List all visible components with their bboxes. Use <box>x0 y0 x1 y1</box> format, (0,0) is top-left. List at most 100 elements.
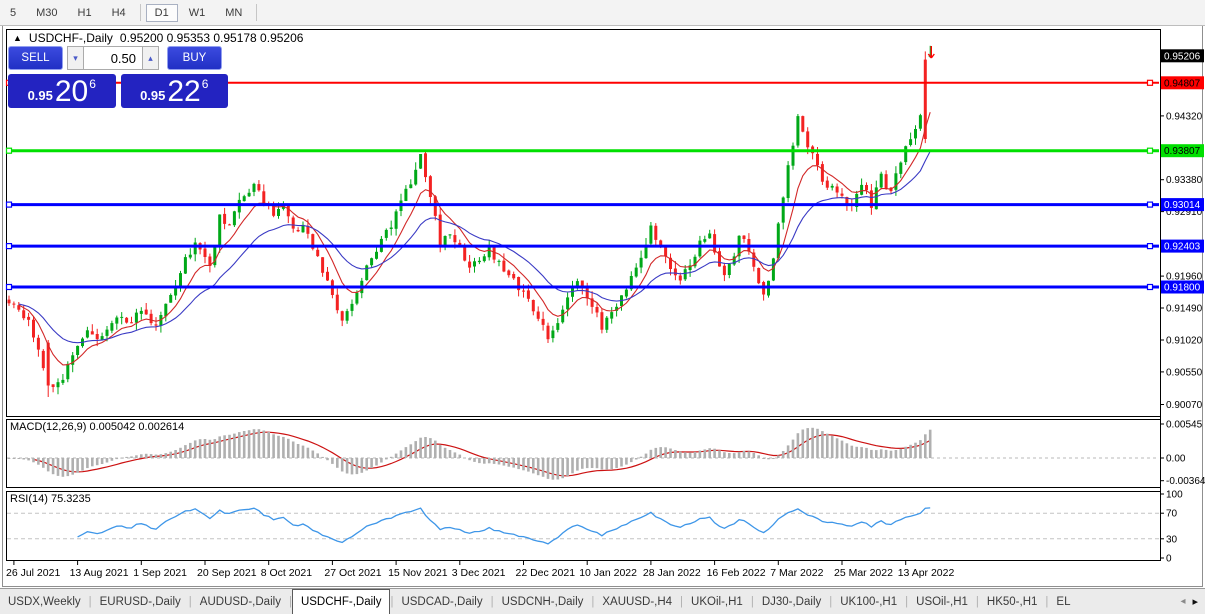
timeframe-m30-button[interactable]: M30 <box>36 6 58 19</box>
buy-price-display: 0.95 22 6 <box>120 74 228 108</box>
svg-text:0.93807: 0.93807 <box>1164 146 1201 157</box>
tab-xauusd-h4[interactable]: XAUUSD-,H4 <box>602 595 673 608</box>
tab-separator: | <box>591 595 595 608</box>
svg-text:0.90550: 0.90550 <box>1166 367 1203 378</box>
support-line-blue-3-handle[interactable] <box>5 283 13 291</box>
toolbar-separator <box>139 4 141 21</box>
svg-text:0.93380: 0.93380 <box>1166 175 1203 186</box>
ma-slow-line <box>18 150 931 344</box>
symbol-tabs: USDX,Weekly | EURUSD-,Daily | AUDUSD-,Daily |… <box>0 589 1173 614</box>
timeframe-d1-button[interactable]: D1 <box>145 3 178 22</box>
volume-increase-button[interactable]: ▴ <box>142 46 159 70</box>
support-line-green-handle[interactable] <box>1146 147 1154 154</box>
support-line-blue-2-handle[interactable] <box>5 243 13 250</box>
svg-text:70: 70 <box>1166 509 1178 520</box>
volume-input[interactable] <box>84 46 142 70</box>
svg-text:0: 0 <box>1166 554 1172 565</box>
svg-text:27 Oct 2021: 27 Oct 2021 <box>324 567 381 579</box>
timeframe-mn-button[interactable]: MN <box>225 6 243 19</box>
sell-price-display: 0.95 20 6 <box>8 74 116 108</box>
scroll-tabs-right-icon[interactable]: ▸ <box>1192 596 1198 608</box>
support-line-blue-1-price-tag <box>1161 198 1204 212</box>
scroll-tabs-left-icon[interactable]: ◂ <box>1180 596 1186 607</box>
buy-button[interactable]: BUY <box>167 46 222 70</box>
svg-text:-0.00364: -0.00364 <box>1166 476 1205 487</box>
tab-dj30-daily[interactable]: DJ30-,Daily <box>761 595 822 608</box>
rsi-line <box>77 507 931 545</box>
timeframe-w1-button[interactable]: W1 <box>188 6 206 19</box>
tab-separator: | <box>88 595 92 608</box>
svg-text:0.00: 0.00 <box>1166 454 1186 465</box>
svg-text:13 Apr 2022: 13 Apr 2022 <box>898 567 955 579</box>
svg-text:7 Mar 2022: 7 Mar 2022 <box>770 567 823 579</box>
symbol-tab-bar: USDX,Weekly | EURUSD-,Daily | AUDUSD-,Daily |… <box>0 588 1205 614</box>
svg-text:0.91020: 0.91020 <box>1166 336 1203 347</box>
tab-usdcad-daily[interactable]: USDCAD-,Daily <box>401 595 483 608</box>
tab-usdx-weekly[interactable]: USDX,Weekly <box>8 595 81 608</box>
tab-ukoil-h1[interactable]: UKOil-,H1 <box>691 595 743 608</box>
svg-text:0.94807: 0.94807 <box>1164 78 1201 89</box>
support-line-blue-2-handle[interactable] <box>1146 243 1154 250</box>
tab-separator: | <box>490 595 494 608</box>
svg-text:20 Sep 2021: 20 Sep 2021 <box>197 567 257 579</box>
sell-price-pips: 20 <box>54 75 89 108</box>
svg-text:0.91490: 0.91490 <box>1166 304 1203 315</box>
svg-text:25 Mar 2022: 25 Mar 2022 <box>834 567 893 579</box>
svg-text:8 Oct 2021: 8 Oct 2021 <box>261 567 313 579</box>
buy-price-point: 6 <box>201 77 209 91</box>
support-line-blue-1-handle[interactable] <box>1146 201 1154 208</box>
svg-text:0.93014: 0.93014 <box>1164 200 1201 211</box>
tab-scroll-buttons: ◂ ▸ <box>1173 589 1205 614</box>
one-click-trade-panel: SELL ▾ ▴ BUY 0.95 20 6 0.95 22 6 <box>8 46 228 108</box>
tab-usoil-h1[interactable]: USOil-,H1 <box>916 595 968 608</box>
tab-separator: | <box>390 595 394 608</box>
tab-audusd-daily[interactable]: AUDUSD-,Daily <box>199 595 281 608</box>
timeframe-h1-button[interactable]: H1 <box>77 6 92 19</box>
tab-separator: | <box>975 595 979 608</box>
svg-text:0.95206: 0.95206 <box>1164 51 1201 62</box>
support-line-blue-2-price-tag <box>1161 239 1204 253</box>
tab-usdcnh-daily[interactable]: USDCNH-,Daily <box>501 595 584 608</box>
timeframe-toolbar: 5 M30 H1 H4 D1 W1 MN <box>0 0 1205 26</box>
tab-eurusd-daily[interactable]: EURUSD-,Daily <box>99 595 181 608</box>
volume-decrease-button[interactable]: ▾ <box>67 46 84 70</box>
support-line-blue-1-handle[interactable] <box>5 201 13 208</box>
svg-text:30: 30 <box>1166 534 1178 545</box>
sell-price-point: 6 <box>89 77 96 91</box>
support-line-blue-3-handle[interactable] <box>1146 283 1154 291</box>
tab-separator: | <box>1045 595 1049 608</box>
toolbar-separator <box>256 4 258 21</box>
timeframe-h4-button[interactable]: H4 <box>111 6 126 19</box>
tab-hk50-h1[interactable]: HK50-,H1 <box>986 595 1038 608</box>
chart-title: ▲ USDCHF-,Daily 0.95200 0.95353 0.95178 … <box>13 31 303 45</box>
timeframe-5-button[interactable]: 5 <box>10 6 17 19</box>
resistance-line-red-handle[interactable] <box>1146 79 1154 86</box>
svg-text:22 Dec 2021: 22 Dec 2021 <box>516 567 576 579</box>
tab-el[interactable]: EL <box>1056 595 1071 608</box>
tab-separator: | <box>680 595 684 608</box>
rsi-panel: 100 70 30 0 <box>7 490 1183 565</box>
svg-text:0.92910: 0.92910 <box>1166 207 1203 218</box>
panel-frames <box>6 29 1161 561</box>
support-line-green-handle[interactable] <box>5 147 13 154</box>
tab-uk100-h1[interactable]: UK100-,H1 <box>840 595 898 608</box>
svg-text:0.92403: 0.92403 <box>1164 242 1201 253</box>
svg-text:3 Dec 2021: 3 Dec 2021 <box>452 567 506 579</box>
svg-text:0.91800: 0.91800 <box>1164 283 1201 294</box>
support-line-blue-3-price-tag <box>1161 280 1204 294</box>
svg-text:13 Aug 2021: 13 Aug 2021 <box>70 567 129 579</box>
price-axis: 0.94320 0.93380 0.92910 0.91960 0.91490 0.910… <box>1160 29 1204 561</box>
tab-usdchf-daily[interactable]: USDCHF-,Daily <box>291 589 391 614</box>
macd-indicator-label: MACD(12,26,9) 0.005042 0.002614 <box>10 421 185 433</box>
chart-ohlc-values: 0.95200 0.95353 0.95178 0.95206 <box>119 31 304 45</box>
svg-text:1 Sep 2021: 1 Sep 2021 <box>133 567 187 579</box>
buy-price-pips: 22 <box>167 75 201 108</box>
macd-signal-line <box>33 431 931 477</box>
tab-separator: | <box>188 595 192 608</box>
chart-symbol-label: USDCHF-,Daily <box>28 31 113 45</box>
collapse-triangle-icon[interactable]: ▲ <box>13 33 22 43</box>
svg-text:10 Jan 2022: 10 Jan 2022 <box>579 567 637 579</box>
sell-button[interactable]: SELL <box>8 46 63 70</box>
svg-text:0.90070: 0.90070 <box>1166 400 1203 411</box>
